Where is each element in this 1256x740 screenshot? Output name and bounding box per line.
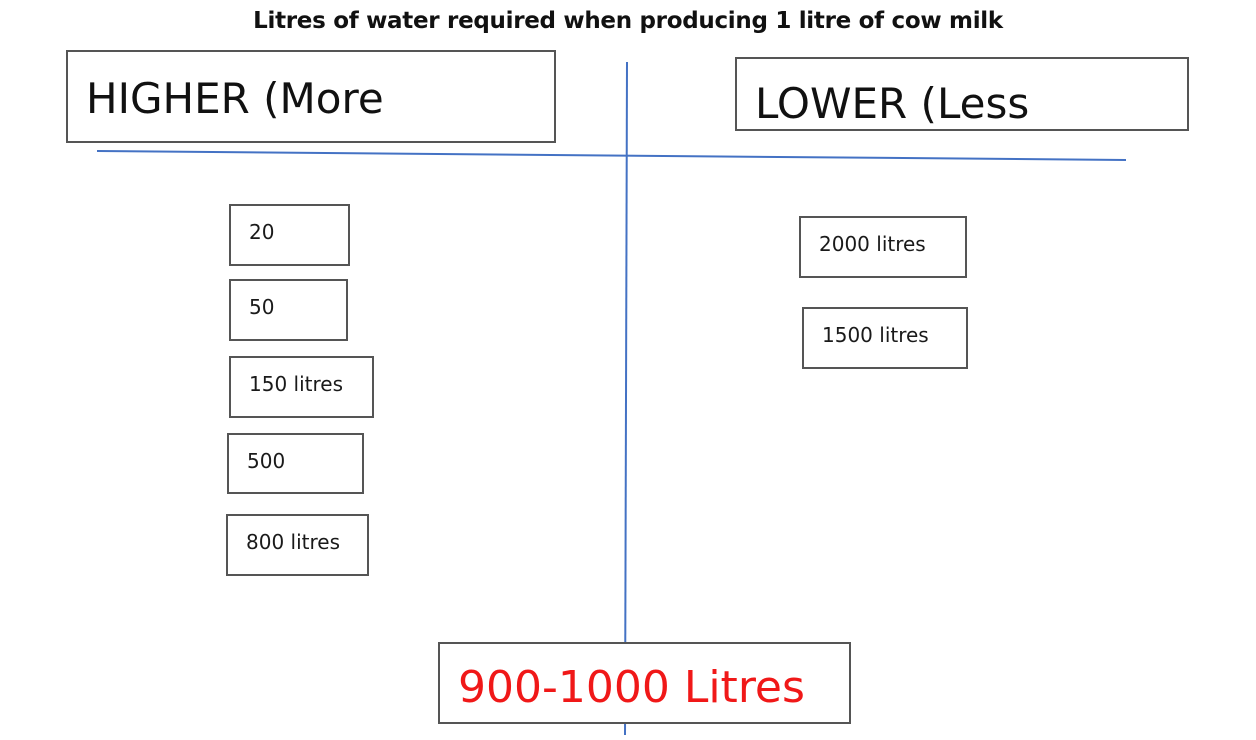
diagram-title: Litres of water required when producing … (253, 8, 1003, 34)
vertical-divider-line (624, 61, 628, 736)
lower-header-box: LOWER (Less (735, 57, 1189, 131)
horizontal-divider-line (96, 150, 1127, 161)
higher-value-card[interactable]: 50 (229, 279, 348, 341)
lower-value-label: 1500 litres (822, 323, 929, 347)
higher-value-card[interactable]: 500 (227, 433, 364, 494)
lower-header-label: LOWER (Less (755, 79, 1030, 128)
answer-card[interactable]: 900-1000 Litres (438, 642, 851, 724)
higher-value-card[interactable]: 20 (229, 204, 350, 266)
answer-label: 900-1000 Litres (458, 662, 805, 713)
higher-header-box: HIGHER (More (66, 50, 556, 143)
higher-header-label: HIGHER (More (86, 74, 384, 123)
lower-value-card[interactable]: 1500 litres (802, 307, 968, 369)
higher-value-label: 500 (247, 449, 286, 473)
higher-value-label: 150 litres (249, 372, 343, 396)
higher-value-label: 800 litres (246, 530, 340, 554)
higher-value-card[interactable]: 150 litres (229, 356, 374, 418)
lower-value-label: 2000 litres (819, 232, 926, 256)
higher-value-card[interactable]: 800 litres (226, 514, 369, 576)
higher-value-label: 20 (249, 220, 275, 244)
lower-value-card[interactable]: 2000 litres (799, 216, 967, 278)
higher-value-label: 50 (249, 295, 275, 319)
